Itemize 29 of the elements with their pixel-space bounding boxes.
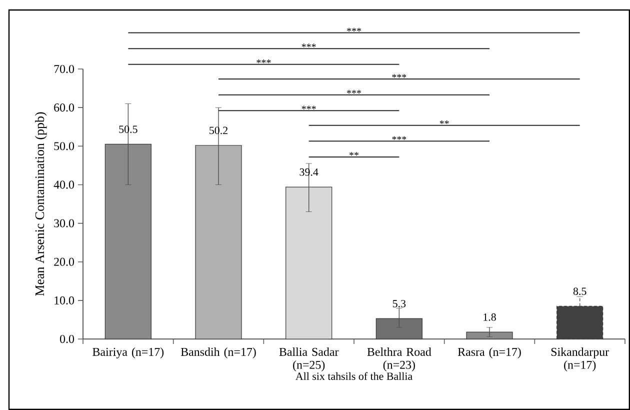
data-label: 1.8 (484, 313, 496, 321)
y-tick-label: 0.0 (60, 334, 74, 344)
y-tick-label: 20.0 (54, 258, 74, 266)
data-label: 50.2 (210, 126, 228, 134)
x-tick-label: Belthra Road (n=23) (367, 348, 432, 372)
x-tick-label: Rasra (n=17) (458, 348, 521, 358)
x-tick-label: Bansdih (n=17) (180, 348, 256, 358)
text: *** (256, 59, 271, 64)
annotation: *** (392, 136, 406, 140)
y-tick-label: 50.0 (54, 142, 74, 150)
text: *** (302, 44, 316, 48)
x-tick-label: Bairiya (n=17) (92, 348, 164, 358)
annotation: ** (440, 120, 449, 124)
y-axis-title: Mean Arsenic Contamination (ppb) (34, 112, 47, 296)
y-tick-label: 70.0 (54, 64, 74, 74)
x-tick-label: Sikandarpur (n=17) (551, 348, 609, 372)
x-axis-title: All six tahsils of the Ballia (296, 372, 412, 380)
annotation: *** (347, 90, 361, 94)
y-tick-label: 30.0 (54, 219, 74, 228)
x-tick-label: Ballia Sadar (n=25) (279, 348, 339, 372)
annotation: *** (302, 106, 316, 110)
annotation: *** (392, 74, 406, 78)
data-label: 5.3 (392, 300, 406, 308)
data-label: 8.5 (573, 288, 586, 296)
text: *** (347, 28, 361, 32)
y-tick-label: 60.0 (54, 104, 74, 112)
y-tick-label: 40.0 (54, 180, 74, 189)
annotation: ** (350, 152, 359, 156)
y-tick-label: 10.0 (54, 296, 74, 304)
